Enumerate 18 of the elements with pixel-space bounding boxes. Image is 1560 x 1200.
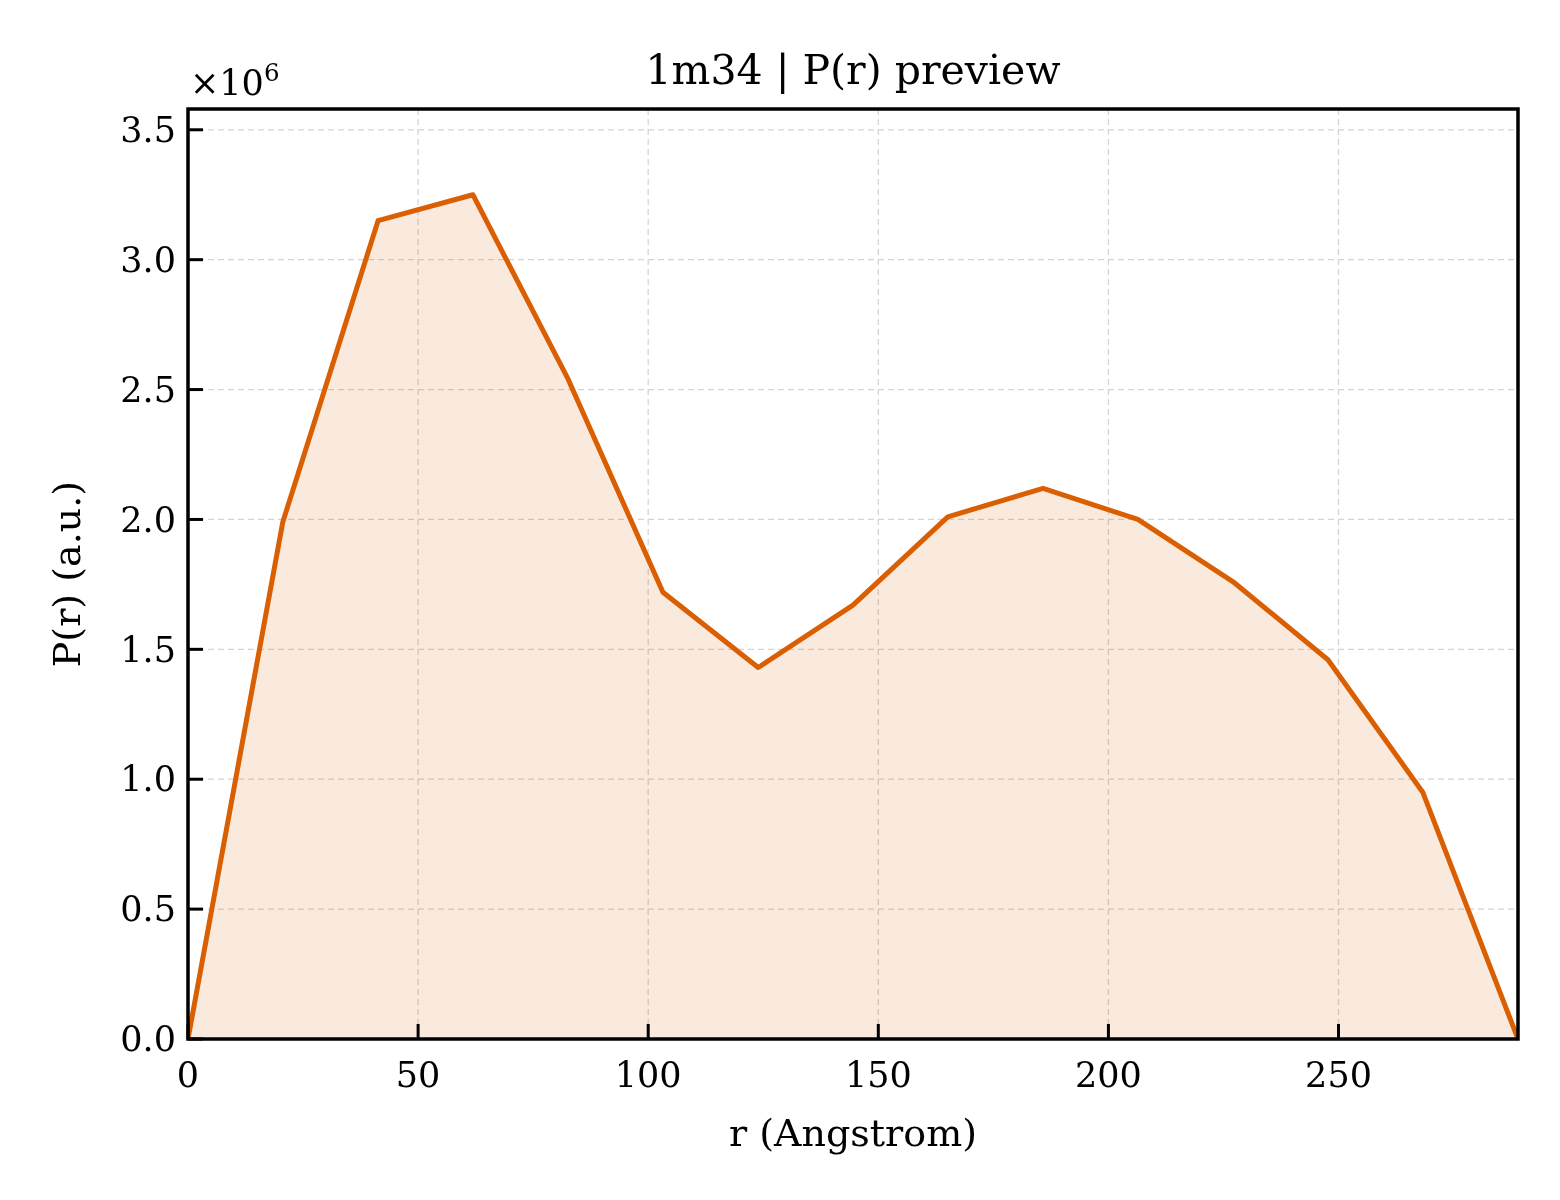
x-axis-title: r (Angstrom) [729, 1111, 977, 1155]
x-tick-label: 200 [1075, 1055, 1142, 1095]
y-axis-title: P(r) (a.u.) [45, 480, 89, 668]
y-tick-label: 1.0 [120, 759, 176, 800]
y-tick-label: 1.5 [120, 629, 176, 670]
x-tick-label: 0 [176, 1055, 200, 1095]
text: ×10$^{6}$ [190, 57, 280, 103]
y-tick-label: 0.5 [120, 889, 176, 930]
y-tick-label: 3.5 [120, 110, 176, 151]
x-tick-label: 250 [1305, 1055, 1372, 1095]
x-tick-label: 50 [395, 1055, 441, 1095]
y-tick-label: 2.5 [120, 369, 176, 410]
y-tick-label: 2.0 [120, 499, 176, 540]
y-tick-label: 3.0 [120, 239, 176, 280]
x-tick-label: 150 [844, 1055, 912, 1095]
y-tick-label: 0.0 [120, 1019, 176, 1060]
chart-title: 1m34 | P(r) preview [645, 46, 1061, 94]
x-tick-label: 100 [614, 1055, 682, 1095]
